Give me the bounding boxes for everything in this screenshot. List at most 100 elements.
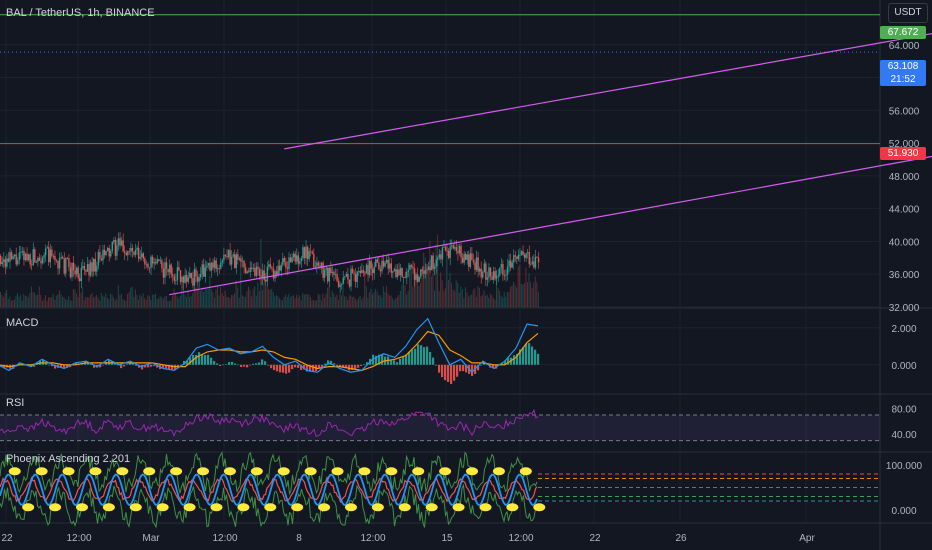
macd-histogram-bar <box>228 362 231 365</box>
volume-bar <box>331 291 333 307</box>
volume-bar <box>536 282 538 307</box>
volume-bar <box>255 295 257 307</box>
macd-histogram-bar <box>222 364 225 366</box>
candle <box>227 250 230 258</box>
macd-histogram-bar <box>258 362 261 365</box>
volume-bar <box>333 293 335 307</box>
macd-histogram-bar <box>300 364 303 371</box>
volume-bar <box>370 288 372 307</box>
candle <box>311 251 313 254</box>
candle <box>175 280 177 282</box>
macd-histogram-bar <box>216 363 219 365</box>
candle <box>409 265 411 271</box>
macd-histogram-bar <box>507 357 510 365</box>
macd-histogram-bar <box>279 364 282 373</box>
candle <box>449 246 451 258</box>
candle <box>178 267 180 271</box>
macd-tick-label: 0.000 <box>891 361 916 372</box>
macd-histogram-bar <box>51 364 54 367</box>
phoenix-pane-label[interactable]: Phoenix Ascending 2.201 <box>6 453 131 465</box>
rsi-pane-label[interactable]: RSI <box>6 397 25 409</box>
candle <box>134 250 137 255</box>
candle <box>265 279 267 282</box>
candle <box>79 278 81 281</box>
candle <box>423 271 425 274</box>
candle <box>280 264 282 271</box>
candle <box>519 254 521 256</box>
candle <box>451 245 453 247</box>
volume-bar <box>537 291 539 307</box>
volume-bar <box>297 297 299 307</box>
candle <box>375 259 377 267</box>
candle <box>494 271 496 279</box>
candle <box>475 257 478 270</box>
candle <box>24 253 27 261</box>
macd-histogram-bar <box>522 347 525 365</box>
candle <box>514 255 516 257</box>
candle <box>43 255 45 258</box>
volume-bar <box>229 297 231 307</box>
candle <box>471 253 473 261</box>
candle <box>189 272 191 278</box>
candle <box>430 255 433 271</box>
volume-bar <box>313 299 315 307</box>
volume-bar <box>382 286 384 307</box>
candle <box>46 247 48 249</box>
volume-bar <box>277 295 279 307</box>
channel-lower-line <box>169 155 932 296</box>
macd-histogram-bar <box>150 364 153 367</box>
candle <box>26 253 28 261</box>
candle <box>60 256 62 258</box>
macd-pane-label[interactable]: MACD <box>6 317 39 329</box>
candle <box>313 253 315 268</box>
volume-bar <box>365 286 367 307</box>
candle <box>328 267 330 282</box>
price-tick-label: 40.000 <box>889 237 920 248</box>
phoenix-trough-marker <box>129 503 142 512</box>
macd-histogram-bar <box>120 364 123 369</box>
volume-bar <box>13 299 15 307</box>
time-tick-label: 22 <box>589 533 601 544</box>
volume-bar <box>399 291 401 307</box>
volume-bar <box>300 300 302 307</box>
volume-bar <box>1 295 3 307</box>
candle <box>137 247 140 259</box>
volume-bar <box>458 292 460 307</box>
candle <box>196 276 199 282</box>
volume-bar <box>296 294 298 307</box>
candle <box>49 249 51 263</box>
volume-bar <box>477 286 479 307</box>
candle <box>454 247 456 249</box>
candle <box>232 254 234 257</box>
candle <box>38 257 41 261</box>
candle <box>429 266 431 271</box>
volume-bar <box>379 294 381 307</box>
candle <box>437 257 439 260</box>
volume-bar <box>344 296 346 307</box>
volume-bar <box>142 293 144 307</box>
volume-bar <box>514 284 516 307</box>
macd-histogram-bar <box>519 349 522 365</box>
macd-histogram-bar <box>417 344 420 365</box>
volume-bar <box>372 294 373 307</box>
candle <box>500 264 503 268</box>
currency-button[interactable]: USDT <box>888 3 928 23</box>
phoenix-peak-marker <box>519 467 532 476</box>
volume-bar <box>168 300 170 307</box>
volume-bar <box>167 300 169 307</box>
symbol-title[interactable]: BAL / TetherUS, 1h, BINANCE <box>6 7 155 19</box>
macd-histogram-bar <box>288 364 291 373</box>
candle <box>406 271 408 278</box>
macd-histogram-bar <box>453 364 456 381</box>
volume-bar <box>179 295 181 307</box>
volume-bar <box>385 286 387 307</box>
volume-bar <box>271 288 273 307</box>
volume-bar <box>54 299 56 307</box>
volume-bar <box>373 292 375 307</box>
macd-histogram-bar <box>357 364 360 368</box>
candle <box>503 275 506 276</box>
candle <box>82 265 84 268</box>
volume-bar <box>156 299 158 307</box>
macd-histogram-bar <box>408 351 411 365</box>
